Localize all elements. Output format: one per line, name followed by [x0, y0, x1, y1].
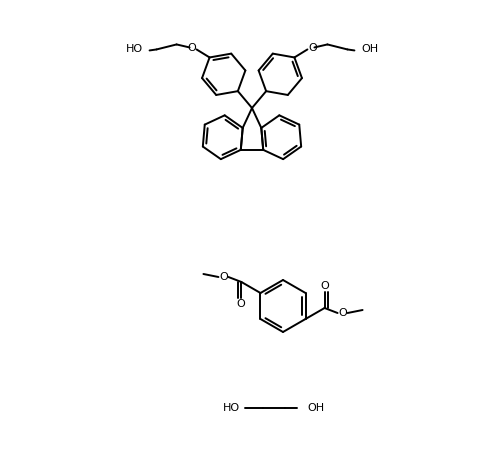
Text: O: O [187, 44, 196, 54]
Text: O: O [219, 272, 228, 282]
Text: OH: OH [362, 45, 379, 54]
Text: HO: HO [125, 45, 142, 54]
Text: O: O [320, 281, 329, 291]
Text: O: O [236, 299, 245, 309]
Text: O: O [308, 44, 317, 54]
Text: OH: OH [307, 403, 324, 413]
Text: HO: HO [223, 403, 240, 413]
Text: O: O [338, 308, 347, 318]
